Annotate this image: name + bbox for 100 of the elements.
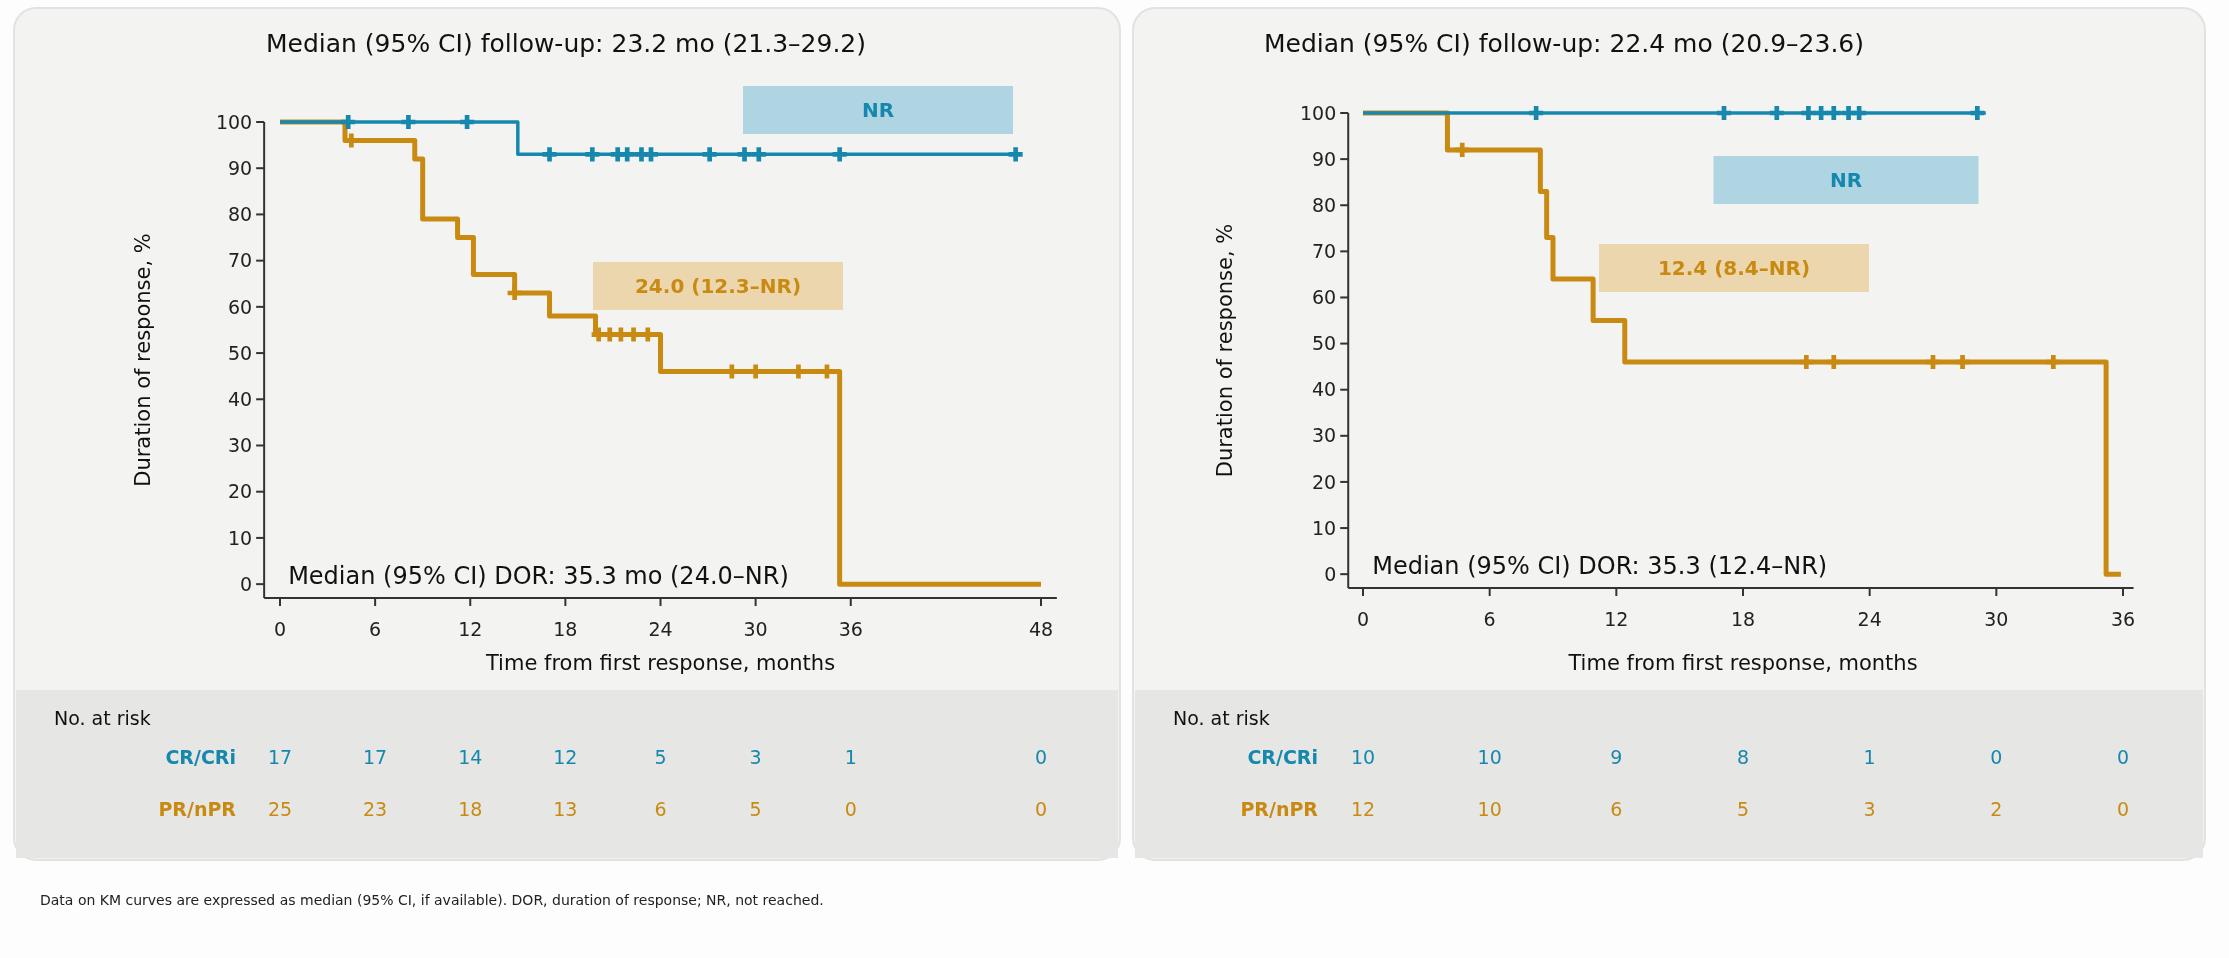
text: 0: [1034, 746, 1048, 768]
text: 18: [458, 798, 483, 820]
x-axis-title: Time from first response, months: [484, 651, 836, 675]
point: [585, 147, 600, 162]
point: [1799, 354, 1814, 370]
text: 23: [363, 798, 388, 820]
text: 17: [267, 746, 293, 768]
y-tick-label: 70: [227, 249, 253, 272]
text: 12: [1350, 798, 1376, 820]
text: 9: [1610, 746, 1623, 768]
x-tick-label: 0: [273, 618, 287, 640]
x-tick-label: 18: [1730, 608, 1756, 630]
y-tick-label: 50: [1312, 332, 1337, 355]
annotation: Median (95% CI) DOR: 35.3 mo (24.0–NR): [288, 562, 789, 590]
text: No. at risk: [1173, 707, 1270, 729]
y-tick-label: 50: [227, 341, 253, 364]
text: PR/nPR: [158, 798, 237, 820]
y-axis-title: Duration of response, %: [1213, 223, 1237, 478]
y-tick-label: 60: [1312, 286, 1337, 309]
x-tick-label: 36: [838, 618, 863, 640]
point: [1801, 105, 1816, 121]
text: 0: [2116, 746, 2130, 768]
text: PR/nPR: [1240, 798, 1319, 820]
text: 25: [267, 798, 293, 820]
point: [2046, 354, 2061, 370]
text: Data on KM curves are expressed as median (95% CI, if available). DOR, duration of response; NR, not reached.: [40, 892, 824, 908]
text: 2: [1990, 798, 2003, 820]
text: 0: [1990, 746, 2003, 768]
x-tick-label: 30: [1984, 608, 2009, 630]
point: [1008, 147, 1023, 162]
x-tick-label: 6: [369, 618, 382, 640]
annotation: NR: [861, 98, 895, 122]
x-tick-label: 36: [2110, 608, 2136, 630]
text: 10: [1350, 746, 1376, 768]
y-tick-label: 70: [1312, 240, 1337, 262]
y-tick-label: 0: [1324, 562, 1337, 585]
y-tick-label: 80: [227, 203, 253, 226]
text: 5: [1736, 798, 1750, 820]
point: [1826, 105, 1841, 121]
x-tick-label: 6: [1483, 608, 1496, 630]
point: [1970, 105, 1985, 121]
point: [1826, 354, 1841, 370]
point: [401, 114, 416, 130]
text: 0: [2116, 798, 2130, 820]
x-axis-title: Time from first response, months: [1567, 651, 1918, 675]
text: 1: [1863, 746, 1876, 768]
y-tick-label: 60: [227, 295, 253, 318]
text: CR/CRi: [1247, 746, 1318, 768]
text: 17: [363, 746, 388, 768]
y-tick-label: 90: [227, 156, 253, 179]
annotation: Median (95% CI) DOR: 35.3 (12.4–NR): [1372, 552, 1828, 580]
y-tick-label: 30: [1312, 424, 1337, 447]
x-tick-label: 0: [1356, 608, 1370, 630]
text: CR/CRi: [165, 746, 236, 768]
y-tick-label: 10: [227, 526, 253, 549]
text: 8: [1736, 746, 1750, 768]
text: 10: [1477, 746, 1502, 768]
y-tick-label: 100: [1299, 101, 1337, 124]
annotation: 12.4 (8.4–NR): [1657, 256, 1811, 280]
x-tick-label: 48: [1028, 618, 1054, 640]
text: 10: [1477, 798, 1502, 820]
text: No. at risk: [54, 707, 151, 729]
point: [507, 285, 522, 301]
text: 0: [844, 798, 857, 820]
point: [737, 147, 752, 162]
text: 6: [1610, 798, 1623, 820]
y-tick-label: 20: [1312, 470, 1337, 493]
point: [1955, 354, 1970, 370]
point: [751, 147, 766, 162]
point: [643, 147, 659, 162]
point: [832, 147, 847, 162]
text: 13: [553, 798, 578, 820]
point: [1769, 105, 1784, 121]
y-tick-label: 90: [1312, 147, 1337, 170]
point: [702, 147, 717, 162]
y-tick-label: 0: [240, 572, 253, 595]
point: [1455, 142, 1470, 157]
x-tick-label: 12: [1604, 608, 1629, 630]
y-tick-label: 20: [227, 480, 253, 503]
x-tick-label: 18: [553, 618, 578, 640]
annotation: 24.0 (12.3–NR): [634, 274, 802, 298]
chart-title: Median (95% CI) follow-up: 23.2 mo (21.3–29.2): [265, 29, 867, 58]
text: 12: [553, 746, 578, 768]
text: 14: [458, 746, 483, 768]
point: [542, 147, 557, 162]
annotation: NR: [1829, 168, 1863, 192]
text: 3: [1863, 798, 1876, 820]
y-axis-title: Duration of response, %: [131, 233, 155, 487]
x-tick-label: 12: [458, 618, 483, 640]
text: 3: [749, 746, 762, 768]
text: 6: [654, 798, 667, 820]
y-tick-label: 40: [1312, 378, 1337, 401]
text: 5: [654, 746, 667, 768]
y-tick-label: 40: [227, 387, 253, 410]
x-tick-label: 24: [1857, 608, 1882, 630]
text: 0: [1034, 798, 1048, 820]
text: 1: [844, 746, 857, 768]
y-tick-label: 100: [215, 110, 253, 133]
y-tick-label: 30: [227, 434, 253, 457]
x-tick-label: 24: [648, 618, 673, 640]
